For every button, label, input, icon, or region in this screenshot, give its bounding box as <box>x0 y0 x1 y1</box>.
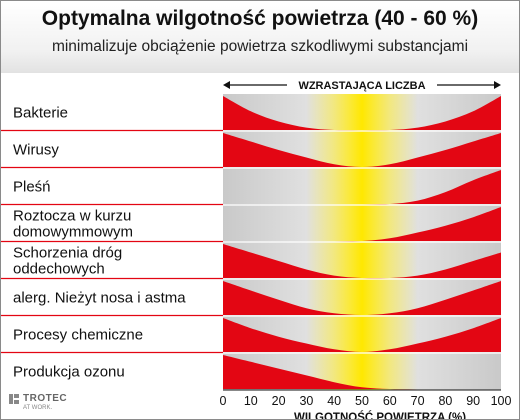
trotec-logo-icon <box>9 394 19 404</box>
x-tick-label: 50 <box>355 394 369 408</box>
row-label: oddechowych <box>13 261 105 278</box>
risk-area-3 <box>223 170 501 205</box>
x-tick-label: 70 <box>411 394 425 408</box>
row-label: Wirusy <box>13 142 59 159</box>
x-tick-label: 10 <box>244 394 258 408</box>
x-tick-label: 40 <box>327 394 341 408</box>
risk-area-4 <box>223 207 501 242</box>
banner-label: WZRASTAJĄCA LICZBA <box>298 80 425 92</box>
plot-area <box>223 94 501 390</box>
x-tick-label: 100 <box>491 394 512 408</box>
row-label: Procesy chemiczne <box>13 327 143 344</box>
risk-area-5 <box>223 244 501 279</box>
x-tick-label: 30 <box>299 394 313 408</box>
row-label: alerg. Nieżyt nosa i astma <box>13 290 186 307</box>
row-label: Schorzenia dróg <box>13 245 122 262</box>
row-label: Pleśń <box>13 179 51 196</box>
x-tick-label: 80 <box>438 394 452 408</box>
brand-logo: TROTEC AT WORK. <box>9 393 99 419</box>
header-band: Optymalna wilgotność powietrza (40 - 60 … <box>1 1 519 73</box>
x-tick-label: 20 <box>272 394 286 408</box>
x-tick-label: 60 <box>383 394 397 408</box>
brand-name: TROTEC <box>23 393 68 404</box>
arrow-left-icon <box>223 81 230 89</box>
increasing-count-banner: WZRASTAJĄCA LICZBA <box>223 80 501 92</box>
row-label: Roztocza w kurzu <box>13 208 131 225</box>
x-tick-label: 90 <box>466 394 480 408</box>
risk-area-6 <box>223 281 501 315</box>
x-axis: 0 10 20 30 40 50 60 70 80 90 100 WILGOTNOŚĆ POWIETR… <box>220 389 512 419</box>
row-label: domowymmowym <box>13 224 133 241</box>
x-tick-label: 0 <box>220 394 227 408</box>
chart-title: Optymalna wilgotność powietrza (40 - 60 … <box>41 7 479 30</box>
x-axis-title: WILGOTNOŚĆ POWIETRZA (%) <box>294 411 466 419</box>
chart-subtitle: minimalizuje obciążenie powietrza szkodl… <box>51 38 469 55</box>
row-label: Bakterie <box>13 105 68 122</box>
brand-tagline: AT WORK. <box>23 405 53 411</box>
row-labels: Bakterie Wirusy Pleśń Roztocza w kurzudomow… <box>1 105 223 381</box>
row-label: Produkcja ozonu <box>13 364 125 381</box>
arrow-right-icon <box>494 81 501 89</box>
risk-area-2 <box>223 133 501 167</box>
risk-area-1 <box>223 96 501 131</box>
risk-area-8 <box>223 355 501 390</box>
risk-area-7 <box>223 318 501 352</box>
